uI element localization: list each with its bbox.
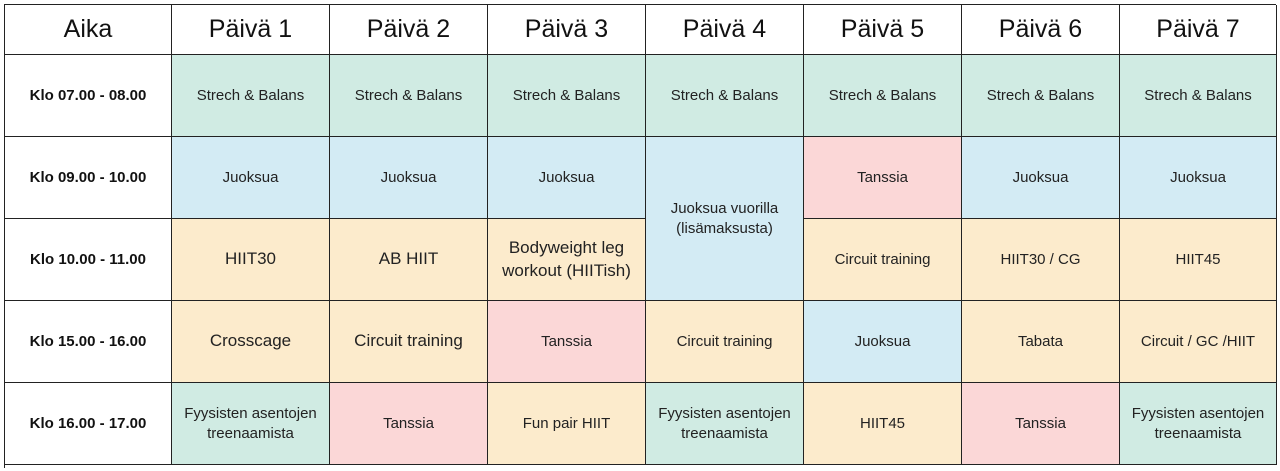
session-cell: Strech & Balans — [962, 55, 1120, 137]
time-slot-1500: Klo 15.00 - 16.00 — [5, 301, 172, 383]
session-cell: Strech & Balans — [804, 55, 962, 137]
time-slot-0700: Klo 07.00 - 08.00 — [5, 55, 172, 137]
session-cell: Strech & Balans — [1120, 55, 1277, 137]
header-day-4: Päivä 4 — [646, 5, 804, 55]
header-day-2: Päivä 2 — [330, 5, 488, 55]
session-cell: Tanssia — [962, 383, 1120, 465]
session-cell: Juoksua — [962, 137, 1120, 219]
header-day-7: Päivä 7 — [1120, 5, 1277, 55]
session-cell: HIIT45 — [804, 383, 962, 465]
session-cell: Juoksua — [330, 137, 488, 219]
session-cell: Juoksua — [172, 137, 330, 219]
session-cell: HIIT30 / CG — [962, 219, 1120, 301]
session-cell: Tanssia — [488, 301, 646, 383]
session-cell: Strech & Balans — [330, 55, 488, 137]
session-cell: HIIT30 — [172, 219, 330, 301]
session-cell: Crosscage — [172, 301, 330, 383]
session-cell: Circuit training — [804, 219, 962, 301]
session-cell: Strech & Balans — [172, 55, 330, 137]
time-slot-0900: Klo 09.00 - 10.00 — [5, 137, 172, 219]
session-cell: Circuit / GC /HIIT — [1120, 301, 1277, 383]
header-day-6: Päivä 6 — [962, 5, 1120, 55]
header-day-3: Päivä 3 — [488, 5, 646, 55]
time-slot-1000: Klo 10.00 - 11.00 — [5, 219, 172, 301]
header-time: Aika — [5, 5, 172, 55]
session-cell: Tabata — [962, 301, 1120, 383]
session-cell: AB HIIT — [330, 219, 488, 301]
session-cell: Tanssia — [330, 383, 488, 465]
session-cell: Juoksua — [1120, 137, 1277, 219]
session-cell: Fyysisten asentojen treenaamista — [1120, 383, 1277, 465]
schedule-table: Aika Päivä 1 Päivä 2 Päivä 3 Päivä 4 Päi… — [4, 4, 1277, 468]
session-cell: Fyysisten asentojen treenaamista — [172, 383, 330, 465]
session-cell: HIIT45 — [1120, 219, 1277, 301]
session-cell: Bodyweight leg workout (HIITish) — [488, 219, 646, 301]
header-day-1: Päivä 1 — [172, 5, 330, 55]
session-cell: Circuit training — [330, 301, 488, 383]
session-cell: Juoksua — [488, 137, 646, 219]
time-slot-1600: Klo 16.00 - 17.00 — [5, 383, 172, 465]
session-cell: Fyysisten asentojen treenaamista — [646, 383, 804, 465]
session-cell: Juoksua — [804, 301, 962, 383]
session-cell: Tanssia — [804, 137, 962, 219]
session-cell: Strech & Balans — [646, 55, 804, 137]
session-cell-merged: Juoksua vuorilla (lisämaksusta) — [646, 137, 804, 301]
header-day-5: Päivä 5 — [804, 5, 962, 55]
session-cell: Circuit training — [646, 301, 804, 383]
session-cell: Fun pair HIIT — [488, 383, 646, 465]
session-cell: Strech & Balans — [488, 55, 646, 137]
